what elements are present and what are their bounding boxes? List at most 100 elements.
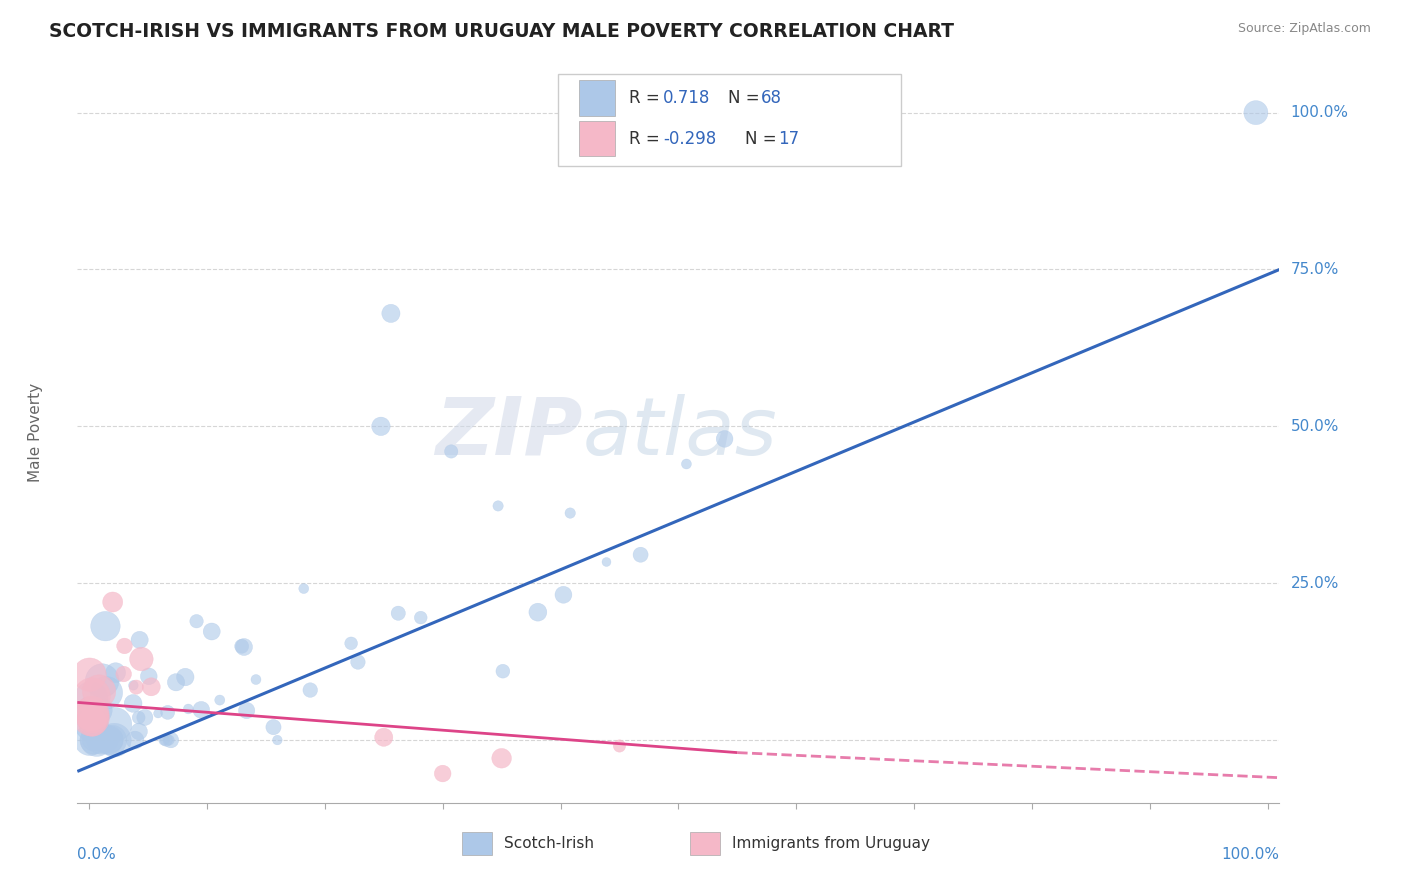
Point — [160, 733, 183, 747]
FancyBboxPatch shape — [558, 73, 901, 166]
Point — [1244, 105, 1267, 120]
Point — [208, 693, 231, 707]
Point — [82, 733, 104, 747]
Point — [103, 733, 125, 747]
Point — [245, 673, 267, 687]
Point — [82, 714, 104, 729]
Text: atlas: atlas — [582, 393, 778, 472]
Text: Immigrants from Uruguay: Immigrants from Uruguay — [733, 836, 931, 851]
Point — [492, 664, 515, 678]
Point — [94, 733, 117, 747]
Point — [491, 751, 513, 765]
FancyBboxPatch shape — [463, 832, 492, 855]
Point — [553, 588, 575, 602]
Point — [84, 731, 107, 746]
Point — [131, 652, 153, 666]
Point — [263, 720, 285, 734]
Point — [190, 703, 212, 717]
Point — [231, 640, 253, 654]
Text: N =: N = — [728, 89, 765, 107]
Point — [299, 683, 322, 698]
Text: R =: R = — [628, 129, 665, 148]
Text: 100.0%: 100.0% — [1222, 847, 1279, 863]
Text: 50.0%: 50.0% — [1291, 419, 1339, 434]
FancyBboxPatch shape — [690, 832, 720, 855]
Point — [86, 733, 108, 747]
Text: Male Poverty: Male Poverty — [28, 383, 42, 483]
Text: 17: 17 — [778, 129, 799, 148]
Point — [155, 733, 177, 747]
Point — [138, 669, 160, 683]
Point — [112, 667, 135, 681]
Point — [174, 670, 197, 684]
Text: -0.298: -0.298 — [662, 129, 716, 148]
Point — [165, 675, 187, 690]
Point — [91, 673, 114, 688]
Point — [100, 733, 122, 747]
Point — [201, 624, 224, 639]
Point — [101, 733, 124, 747]
Point — [153, 733, 176, 747]
Point — [77, 702, 100, 716]
Point — [370, 419, 392, 434]
Point — [80, 691, 103, 706]
Point — [675, 457, 697, 471]
Point — [713, 432, 735, 446]
Point — [340, 636, 363, 650]
Point — [134, 710, 156, 724]
Text: 0.0%: 0.0% — [77, 847, 117, 863]
Point — [373, 731, 395, 745]
Point — [128, 724, 150, 739]
Point — [146, 706, 169, 721]
Point — [82, 710, 104, 724]
Text: 25.0%: 25.0% — [1291, 575, 1339, 591]
Point — [104, 665, 127, 680]
Point — [80, 706, 103, 721]
Point — [122, 678, 145, 692]
Text: N =: N = — [745, 129, 782, 148]
Point — [87, 703, 110, 717]
Text: 75.0%: 75.0% — [1291, 262, 1339, 277]
Point — [347, 655, 370, 669]
Point — [157, 733, 180, 747]
Point — [124, 733, 146, 747]
FancyBboxPatch shape — [579, 80, 614, 116]
Text: Source: ZipAtlas.com: Source: ZipAtlas.com — [1237, 22, 1371, 36]
Point — [79, 667, 101, 681]
Point — [409, 610, 432, 624]
Point — [90, 733, 112, 747]
Point — [80, 689, 103, 703]
Point — [128, 710, 150, 724]
Point — [595, 555, 617, 569]
Point — [96, 685, 118, 699]
Text: 68: 68 — [761, 89, 782, 107]
Point — [101, 595, 124, 609]
Point — [94, 619, 117, 633]
Point — [141, 680, 163, 694]
Point — [440, 444, 463, 458]
Point — [83, 733, 105, 747]
Point — [177, 702, 200, 716]
Text: 0.718: 0.718 — [662, 89, 710, 107]
Point — [156, 706, 179, 720]
Point — [235, 704, 257, 718]
Point — [380, 306, 402, 320]
Point — [527, 605, 550, 619]
Text: R =: R = — [628, 89, 665, 107]
Text: ZIP: ZIP — [434, 393, 582, 472]
Point — [292, 582, 315, 596]
Text: 100.0%: 100.0% — [1291, 105, 1348, 120]
Text: SCOTCH-IRISH VS IMMIGRANTS FROM URUGUAY MALE POVERTY CORRELATION CHART: SCOTCH-IRISH VS IMMIGRANTS FROM URUGUAY … — [49, 22, 955, 41]
Point — [387, 606, 409, 620]
Point — [80, 711, 103, 725]
Point — [233, 640, 256, 654]
Text: Scotch-Irish: Scotch-Irish — [505, 836, 595, 851]
Point — [122, 697, 145, 711]
Point — [266, 733, 288, 747]
Point — [128, 632, 150, 647]
Point — [97, 733, 120, 747]
Point — [79, 733, 101, 747]
Point — [630, 548, 652, 562]
FancyBboxPatch shape — [579, 121, 614, 156]
Point — [114, 639, 136, 653]
